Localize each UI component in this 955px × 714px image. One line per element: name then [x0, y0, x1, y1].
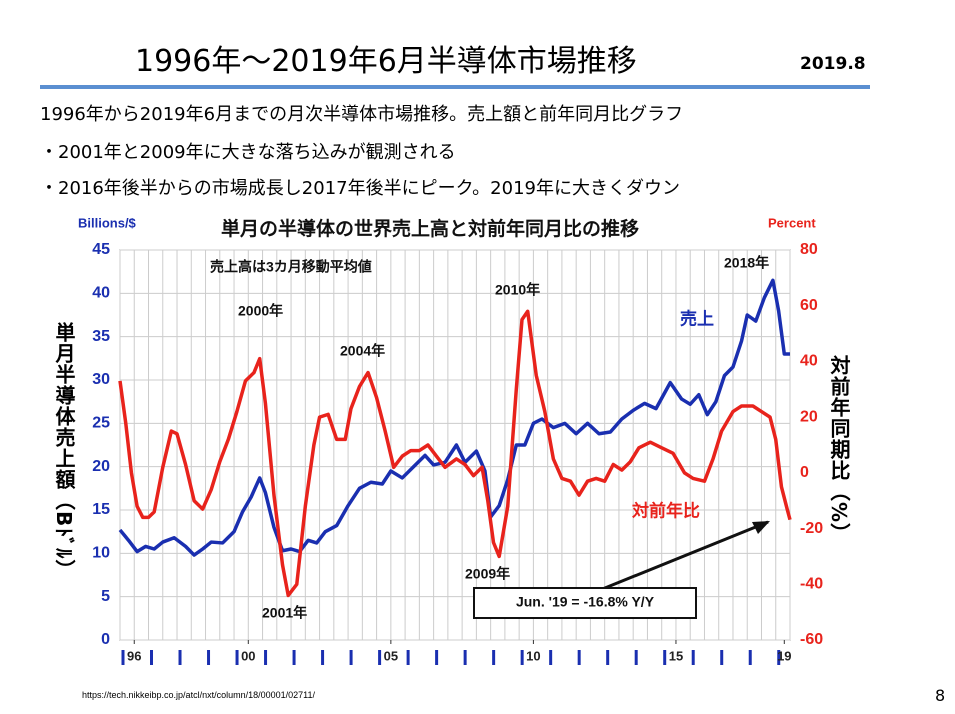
legend-label: 対前年比: [631, 500, 700, 520]
arrow-head: [752, 521, 770, 534]
y-tick-label: 35: [92, 328, 110, 345]
y2-tick-label: -20: [800, 520, 823, 537]
date: 2019.8: [800, 54, 866, 74]
y-tick-label: 5: [101, 588, 110, 605]
y2-tick-label: 20: [800, 408, 818, 425]
y2-tick-label: -60: [800, 631, 823, 648]
series-line: [118, 278, 790, 557]
y2-tick-label: 80: [800, 241, 818, 258]
x-tick-label: 10: [526, 648, 540, 663]
x-tick-label: 00: [241, 648, 255, 663]
y2-tick-label: 0: [800, 464, 809, 481]
y-tick-label: 30: [92, 371, 110, 388]
bullet: 1996年から2019年6月までの月次半導体市場推移。売上額と前年同月比グラフ: [40, 104, 684, 125]
annotation: 2018年: [724, 255, 769, 271]
annotation: 売上高は3カ月移動平均値: [210, 259, 372, 275]
annotation: 2000年: [238, 303, 283, 319]
source: https://tech.nikkeibp.co.jp/atcl/nxt/col…: [82, 690, 315, 700]
y2-axis-label: 対前年同期比（%）: [827, 355, 851, 545]
x-tick-label: 15: [669, 648, 683, 663]
annotation: 2004年: [340, 343, 385, 359]
chart-title: 単月の半導体の世界売上高と対前年同月比の推移: [221, 217, 639, 240]
x-tick-label: 96: [127, 648, 141, 663]
annotation: 2010年: [495, 282, 540, 298]
page-number: 8: [935, 686, 946, 705]
annotation: Jun. '19 = -16.8% Y/Y: [516, 594, 655, 610]
y-axis-label: 単月半導体売上額（Bﾄﾞﾙ）: [52, 322, 76, 581]
callout-box: [473, 587, 697, 619]
y-tick-label: 0: [101, 631, 110, 648]
y2-unit: Percent: [768, 215, 816, 230]
series-line: [118, 309, 792, 598]
y-tick-label: 45: [92, 241, 110, 258]
annotation: 2009年: [465, 566, 510, 582]
x-tick-label: 05: [384, 648, 398, 663]
y-tick-label: 15: [92, 501, 110, 518]
annotation: 2001年: [262, 605, 307, 621]
callout-arrow: [599, 520, 769, 592]
legend-label: 売上: [680, 308, 714, 328]
slide-title: 1996年～2019年6月半導体市場推移: [135, 44, 637, 79]
y-tick-label: 40: [92, 285, 110, 302]
y2-tick-label: 60: [800, 297, 818, 314]
bullet: ・2001年と2009年に大きな落ち込みが観測される: [40, 142, 456, 163]
y-tick-label: 20: [92, 458, 110, 475]
y2-tick-label: -40: [800, 576, 823, 593]
y2-tick-label: 40: [800, 353, 818, 370]
x-tick-label: 19: [777, 648, 791, 663]
y-unit: Billions/$: [78, 215, 137, 230]
y-tick-label: 25: [92, 415, 110, 432]
y-tick-label: 10: [92, 545, 110, 562]
bullet: ・2016年後半からの市場成長し2017年後半にピーク。2019年に大きくダウン: [40, 178, 680, 199]
title-rule: [40, 85, 870, 89]
